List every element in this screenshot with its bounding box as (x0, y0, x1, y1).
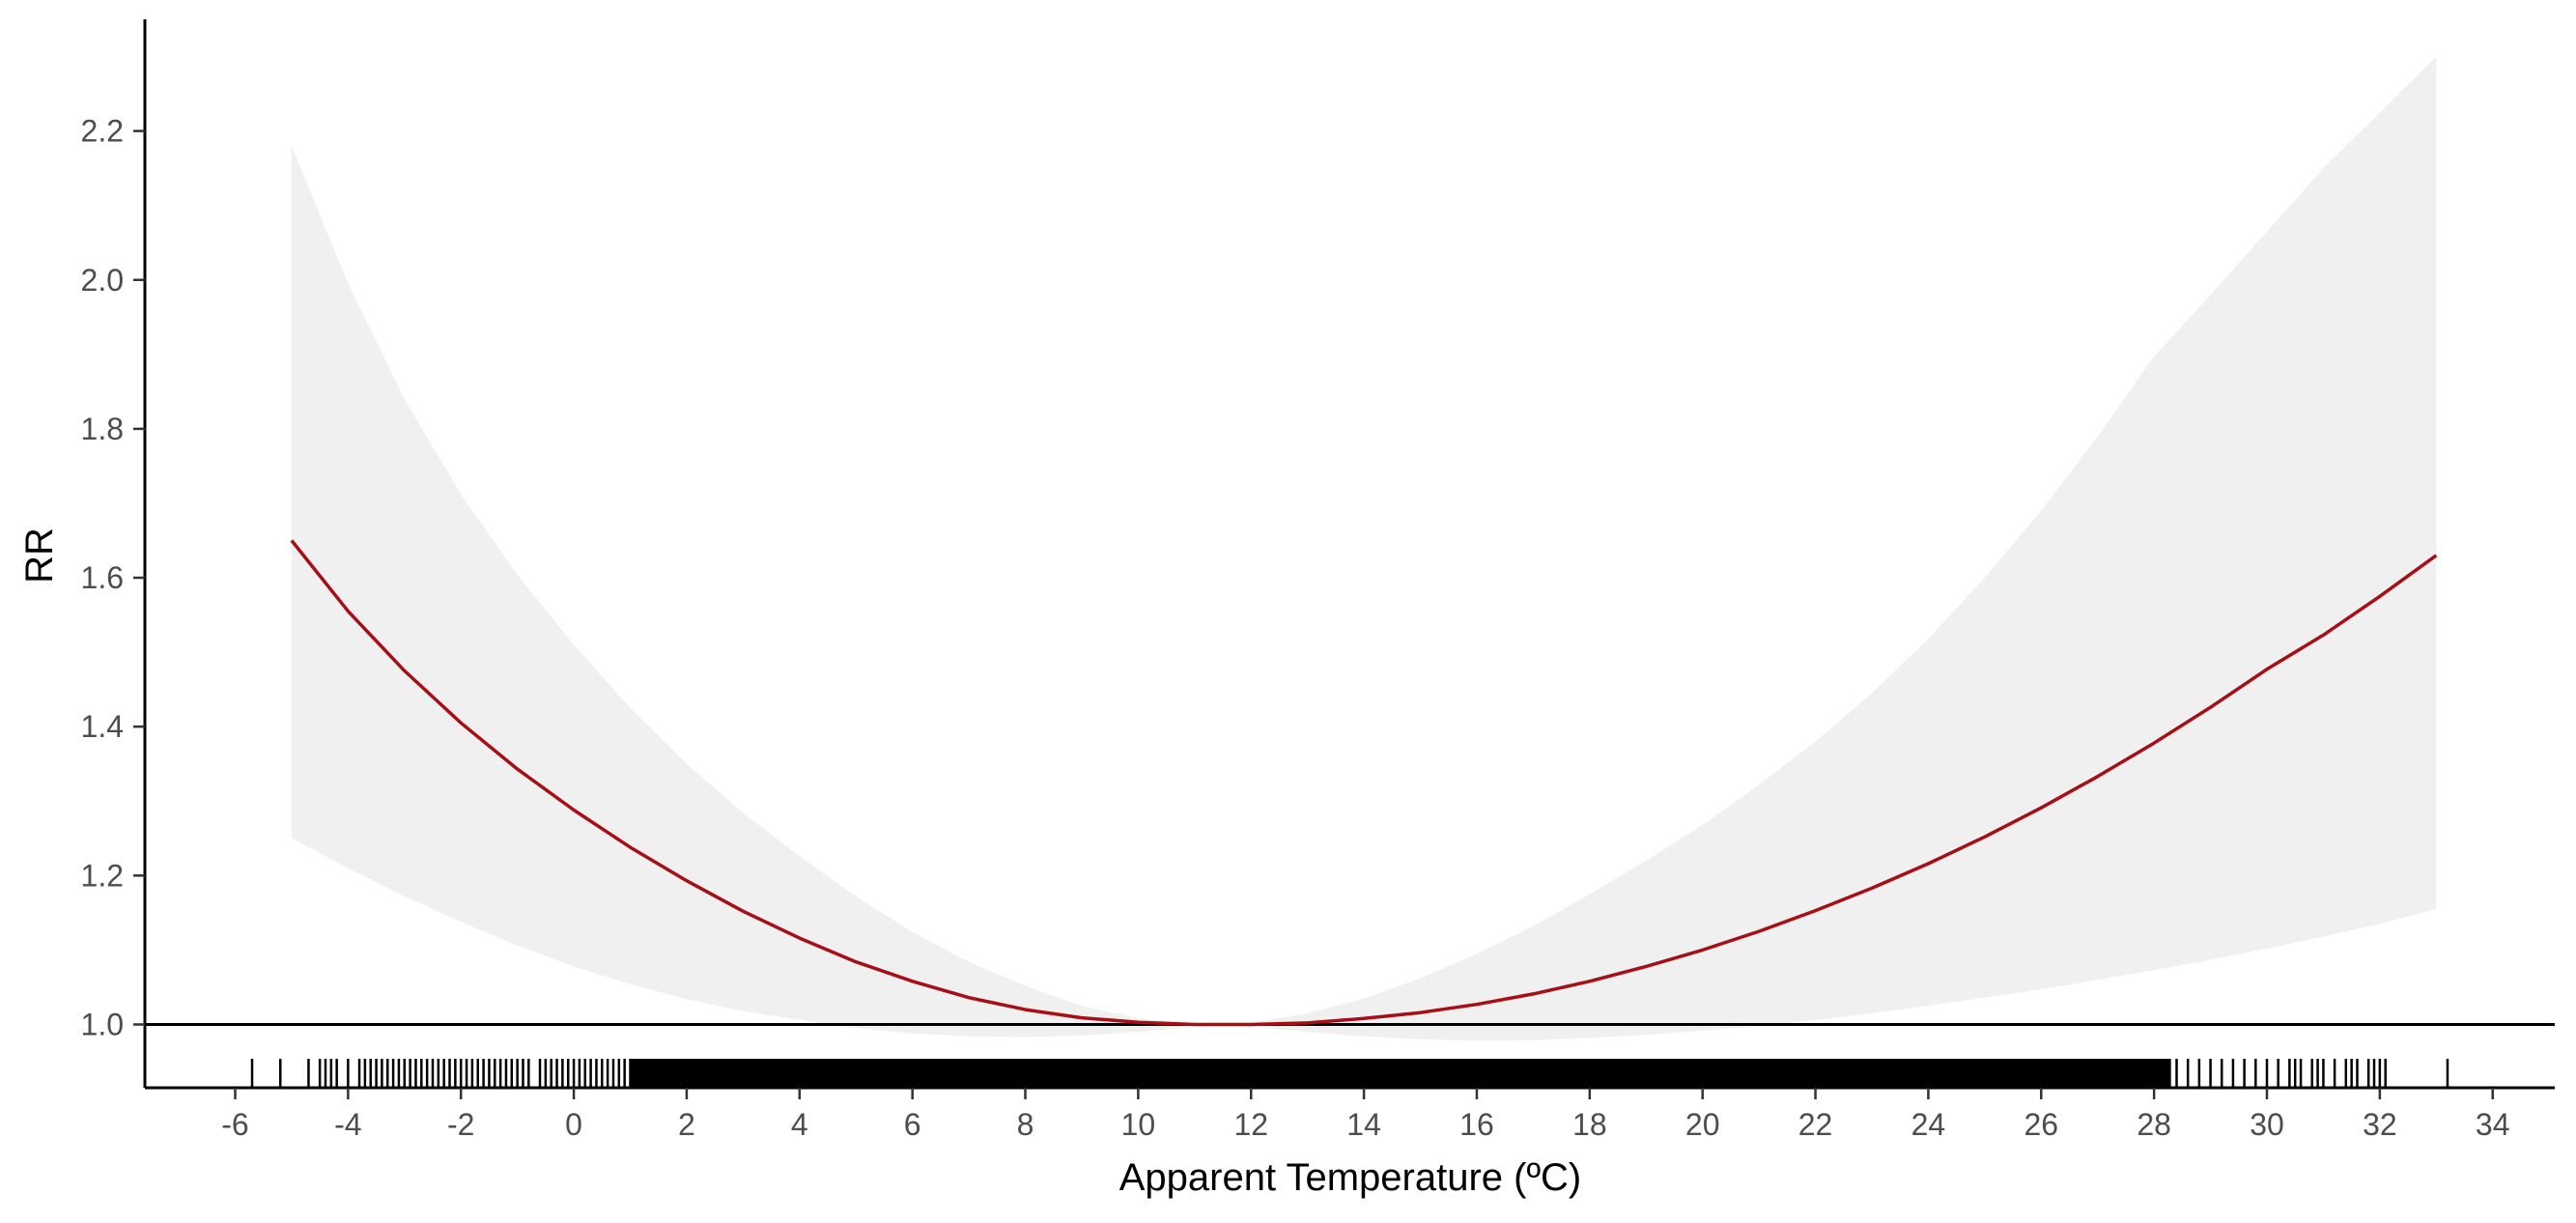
x-tick-label: 4 (791, 1107, 808, 1142)
rug-layer (250, 1059, 2449, 1088)
x-tick-label: 18 (1572, 1107, 1607, 1142)
x-tick-label: 34 (2476, 1107, 2510, 1142)
x-axis-title: Apparent Temperature (ºC) (1119, 1156, 1582, 1199)
y-tick-label: 1.4 (81, 709, 124, 744)
x-tick-label: 12 (1233, 1107, 1268, 1142)
x-tick-label: 16 (1459, 1107, 1494, 1142)
x-tick-label: -4 (334, 1107, 361, 1142)
y-ticks-layer: 1.0 1.2 1.4 1.6 1.8 2.0 2.2 (81, 114, 145, 1041)
x-tick-label: 32 (2363, 1107, 2397, 1142)
x-tick-label: 14 (1346, 1107, 1381, 1142)
confidence-band-layer (291, 56, 2437, 1041)
confidence-band (291, 56, 2437, 1041)
y-axis-title: RR (18, 527, 61, 583)
x-tick-label: 26 (2024, 1107, 2058, 1142)
y-tick-label: 1.8 (81, 412, 124, 446)
y-tick-label: 2.0 (81, 263, 124, 298)
y-tick-label: 1.0 (81, 1007, 124, 1041)
x-tick-label: 20 (1685, 1107, 1720, 1142)
rug-dense-block (630, 1059, 2171, 1088)
x-tick-label: 2 (678, 1107, 695, 1142)
rr-curve-layer (290, 539, 2438, 1027)
y-tick-label: 1.6 (81, 560, 124, 595)
y-tick-label: 2.2 (81, 114, 124, 149)
x-tick-label: 8 (1017, 1107, 1034, 1142)
x-tick-label: 30 (2250, 1107, 2284, 1142)
x-tick-label: -2 (447, 1107, 474, 1142)
x-tick-label: 0 (565, 1107, 582, 1142)
x-tick-label: 24 (1911, 1107, 1946, 1142)
x-tick-label: 22 (1798, 1107, 1833, 1142)
x-tick-label: -6 (221, 1107, 248, 1142)
x-tick-label: 28 (2137, 1107, 2171, 1142)
x-ticks-layer: -6 -4 -2 0 2 4 6 8 10 12 14 16 18 20 22 24 26 28 30 32 34 (221, 1088, 2510, 1142)
rr-curve (290, 539, 2438, 1027)
x-tick-label: 6 (904, 1107, 921, 1142)
x-tick-label: 10 (1121, 1107, 1156, 1142)
y-tick-label: 1.2 (81, 858, 124, 893)
